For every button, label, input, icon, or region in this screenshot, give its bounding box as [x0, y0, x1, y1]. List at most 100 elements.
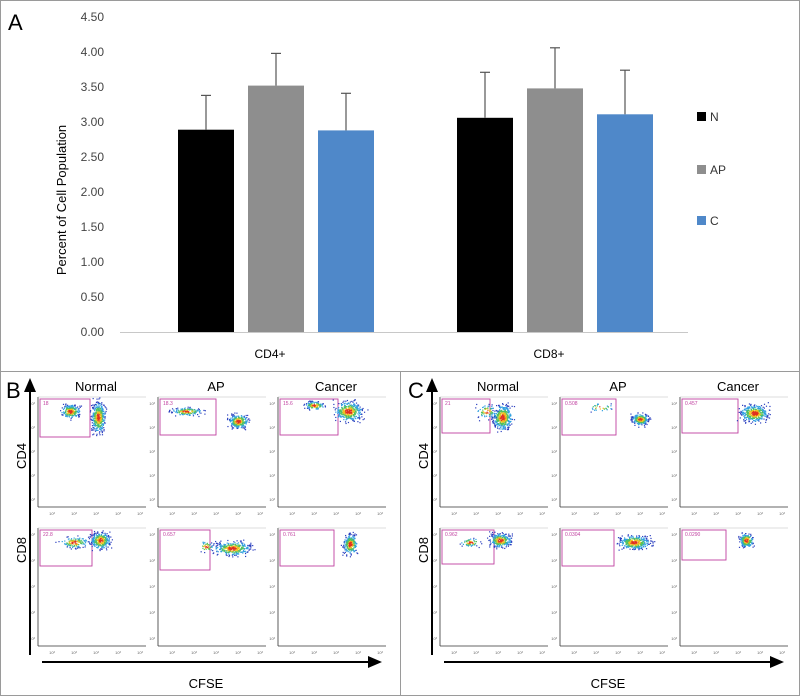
tick-label: 10³ — [713, 511, 719, 516]
cell-dot — [77, 409, 79, 411]
gate — [39, 398, 91, 438]
cell-dot — [91, 415, 93, 417]
tick-label: 10³ — [29, 449, 35, 454]
tick-label: 10³ — [473, 650, 479, 655]
cell-dot — [635, 541, 637, 543]
cell-dot — [754, 404, 756, 406]
cell-dot — [70, 406, 72, 408]
cell-dot — [97, 429, 99, 431]
cell-dot — [248, 421, 250, 423]
gate-value: 15.6 — [283, 401, 293, 407]
cell-dot — [746, 541, 748, 543]
cell-dot — [106, 540, 109, 542]
tick-label: 10³ — [671, 401, 677, 406]
cell-dot — [760, 405, 763, 407]
cell-dot — [344, 402, 346, 404]
cell-dot — [100, 424, 102, 426]
cell-dot — [231, 416, 234, 418]
y-tick-label: 3.00 — [81, 115, 105, 129]
cell-dot — [99, 403, 101, 405]
cell-dot — [346, 542, 348, 544]
cell-dot — [506, 405, 509, 407]
cell-dot — [504, 536, 506, 538]
cell-dot — [754, 420, 756, 422]
cell-dot — [502, 421, 504, 423]
cell-dot — [75, 548, 77, 550]
cell-dot — [70, 407, 73, 409]
cell-dot — [65, 403, 67, 405]
cell-dot — [639, 416, 641, 418]
cell-dot — [234, 551, 236, 553]
cell-dot — [82, 538, 84, 540]
cell-dot — [342, 412, 344, 414]
cell-dot — [640, 541, 643, 544]
cell-dot — [240, 541, 242, 543]
cell-dot — [352, 406, 354, 408]
cell-dot — [203, 545, 205, 548]
cell-dot — [630, 536, 632, 538]
cell-dot — [61, 540, 63, 543]
cell-dot — [358, 415, 360, 417]
cell-dot — [226, 550, 228, 552]
cell-dot — [349, 542, 351, 545]
cell-dot — [739, 538, 742, 540]
cell-dot — [207, 547, 209, 550]
tick-label: 10³ — [593, 650, 599, 655]
cell-dot — [338, 409, 340, 411]
cell-dot — [310, 406, 313, 408]
cell-dot — [761, 411, 764, 413]
cell-dot — [751, 410, 754, 413]
cell-dot — [634, 422, 636, 424]
cell-dot — [337, 411, 339, 413]
cell-dot — [181, 408, 183, 410]
cell-dot — [105, 542, 108, 545]
cell-dot — [742, 540, 744, 543]
cell-dot — [506, 542, 508, 544]
cell-dot — [746, 411, 748, 413]
cell-dot — [641, 538, 643, 541]
cell-dot — [314, 406, 317, 408]
cell-dot — [749, 418, 751, 420]
cell-dot — [632, 535, 634, 537]
cell-dot — [638, 540, 640, 542]
tick-label: 10³ — [29, 425, 35, 430]
cell-dot — [352, 417, 354, 419]
cell-dot — [239, 544, 241, 547]
cell-dot — [755, 405, 758, 407]
gate — [561, 398, 617, 436]
cell-dot — [504, 410, 506, 413]
cell-dot — [354, 417, 356, 419]
cell-dot — [94, 532, 96, 534]
cell-dot — [72, 541, 74, 543]
tick-label: 10³ — [431, 584, 437, 589]
cell-dot — [95, 537, 97, 539]
cell-dot — [504, 420, 506, 422]
cell-dot — [82, 542, 84, 544]
cell-dot — [358, 414, 360, 416]
cell-dot — [237, 547, 240, 549]
cell-dot — [305, 403, 308, 405]
cell-dot — [470, 545, 472, 547]
cell-dot — [498, 413, 501, 415]
cell-dot — [230, 420, 232, 422]
cell-dot — [313, 402, 315, 404]
cell-dot — [768, 409, 771, 411]
tick-label: 10³ — [571, 511, 577, 516]
cell-dot — [592, 408, 594, 411]
cell-dot — [98, 428, 101, 430]
cell-dot — [340, 415, 342, 417]
cell-dot — [99, 420, 101, 422]
cell-dot — [81, 540, 83, 542]
cell-dot — [352, 538, 354, 540]
cell-dot — [348, 541, 350, 543]
cell-dot — [321, 405, 323, 407]
cell-dot — [215, 540, 217, 543]
cell-dot — [635, 415, 637, 417]
cell-dot — [595, 408, 597, 410]
cell-dot — [494, 413, 496, 415]
cell-dot — [67, 409, 69, 411]
cell-dot — [108, 542, 110, 544]
cell-dot — [316, 402, 318, 404]
cell-dot — [622, 542, 624, 544]
cell-dot — [761, 408, 763, 410]
